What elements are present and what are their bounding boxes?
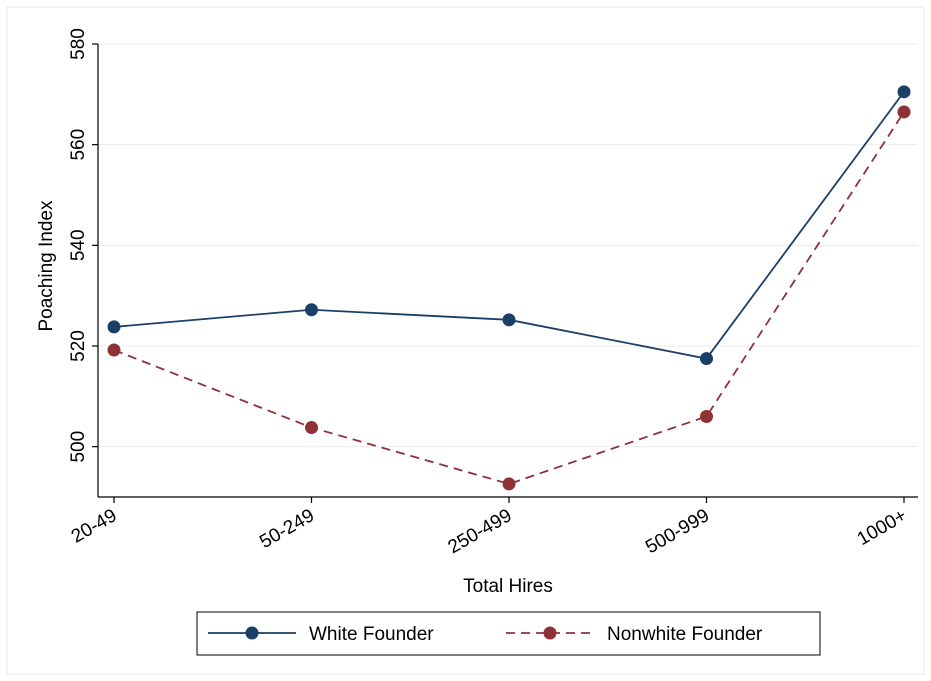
y-tick-label-520: 520 — [68, 330, 89, 362]
point-white-founder-50-249 — [305, 303, 318, 317]
point-nonwhite-founder-250-499 — [502, 477, 516, 491]
grid-lines — [98, 43, 918, 448]
y-tick-label-540: 540 — [68, 229, 89, 261]
legend-marker-nonwhite-founder — [543, 626, 557, 640]
point-nonwhite-founder-20-49 — [107, 343, 121, 357]
y-tick-label-580: 580 — [68, 28, 89, 60]
legend-label-white-founder: White Founder — [309, 624, 434, 645]
point-nonwhite-founder-1000 — [897, 105, 911, 119]
point-nonwhite-founder-50-249 — [305, 421, 318, 435]
y-tick-label-500: 500 — [68, 431, 89, 463]
y-ticks: 500 520 540 560 580 — [68, 28, 98, 463]
point-white-founder-1000 — [897, 85, 911, 99]
x-axis-title: Total Hires — [463, 576, 553, 597]
series-white-founder — [107, 85, 911, 366]
point-white-founder-500-999 — [700, 352, 713, 366]
legend-label-nonwhite-founder: Nonwhite Founder — [607, 624, 763, 645]
y-tick-label-560: 560 — [68, 129, 89, 161]
axes — [97, 44, 918, 498]
series-nonwhite-founder — [107, 105, 911, 491]
series-line-nonwhite-founder — [113, 111, 905, 485]
chart-frame — [6, 6, 925, 675]
legend-marker-white-founder — [245, 626, 259, 640]
y-axis-title: Poaching Index — [36, 200, 57, 331]
legend: White Founder Nonwhite Founder — [196, 611, 821, 656]
point-white-founder-250-499 — [502, 313, 516, 327]
series — [107, 85, 911, 491]
point-white-founder-20-49 — [107, 320, 121, 334]
point-nonwhite-founder-500-999 — [700, 409, 713, 423]
